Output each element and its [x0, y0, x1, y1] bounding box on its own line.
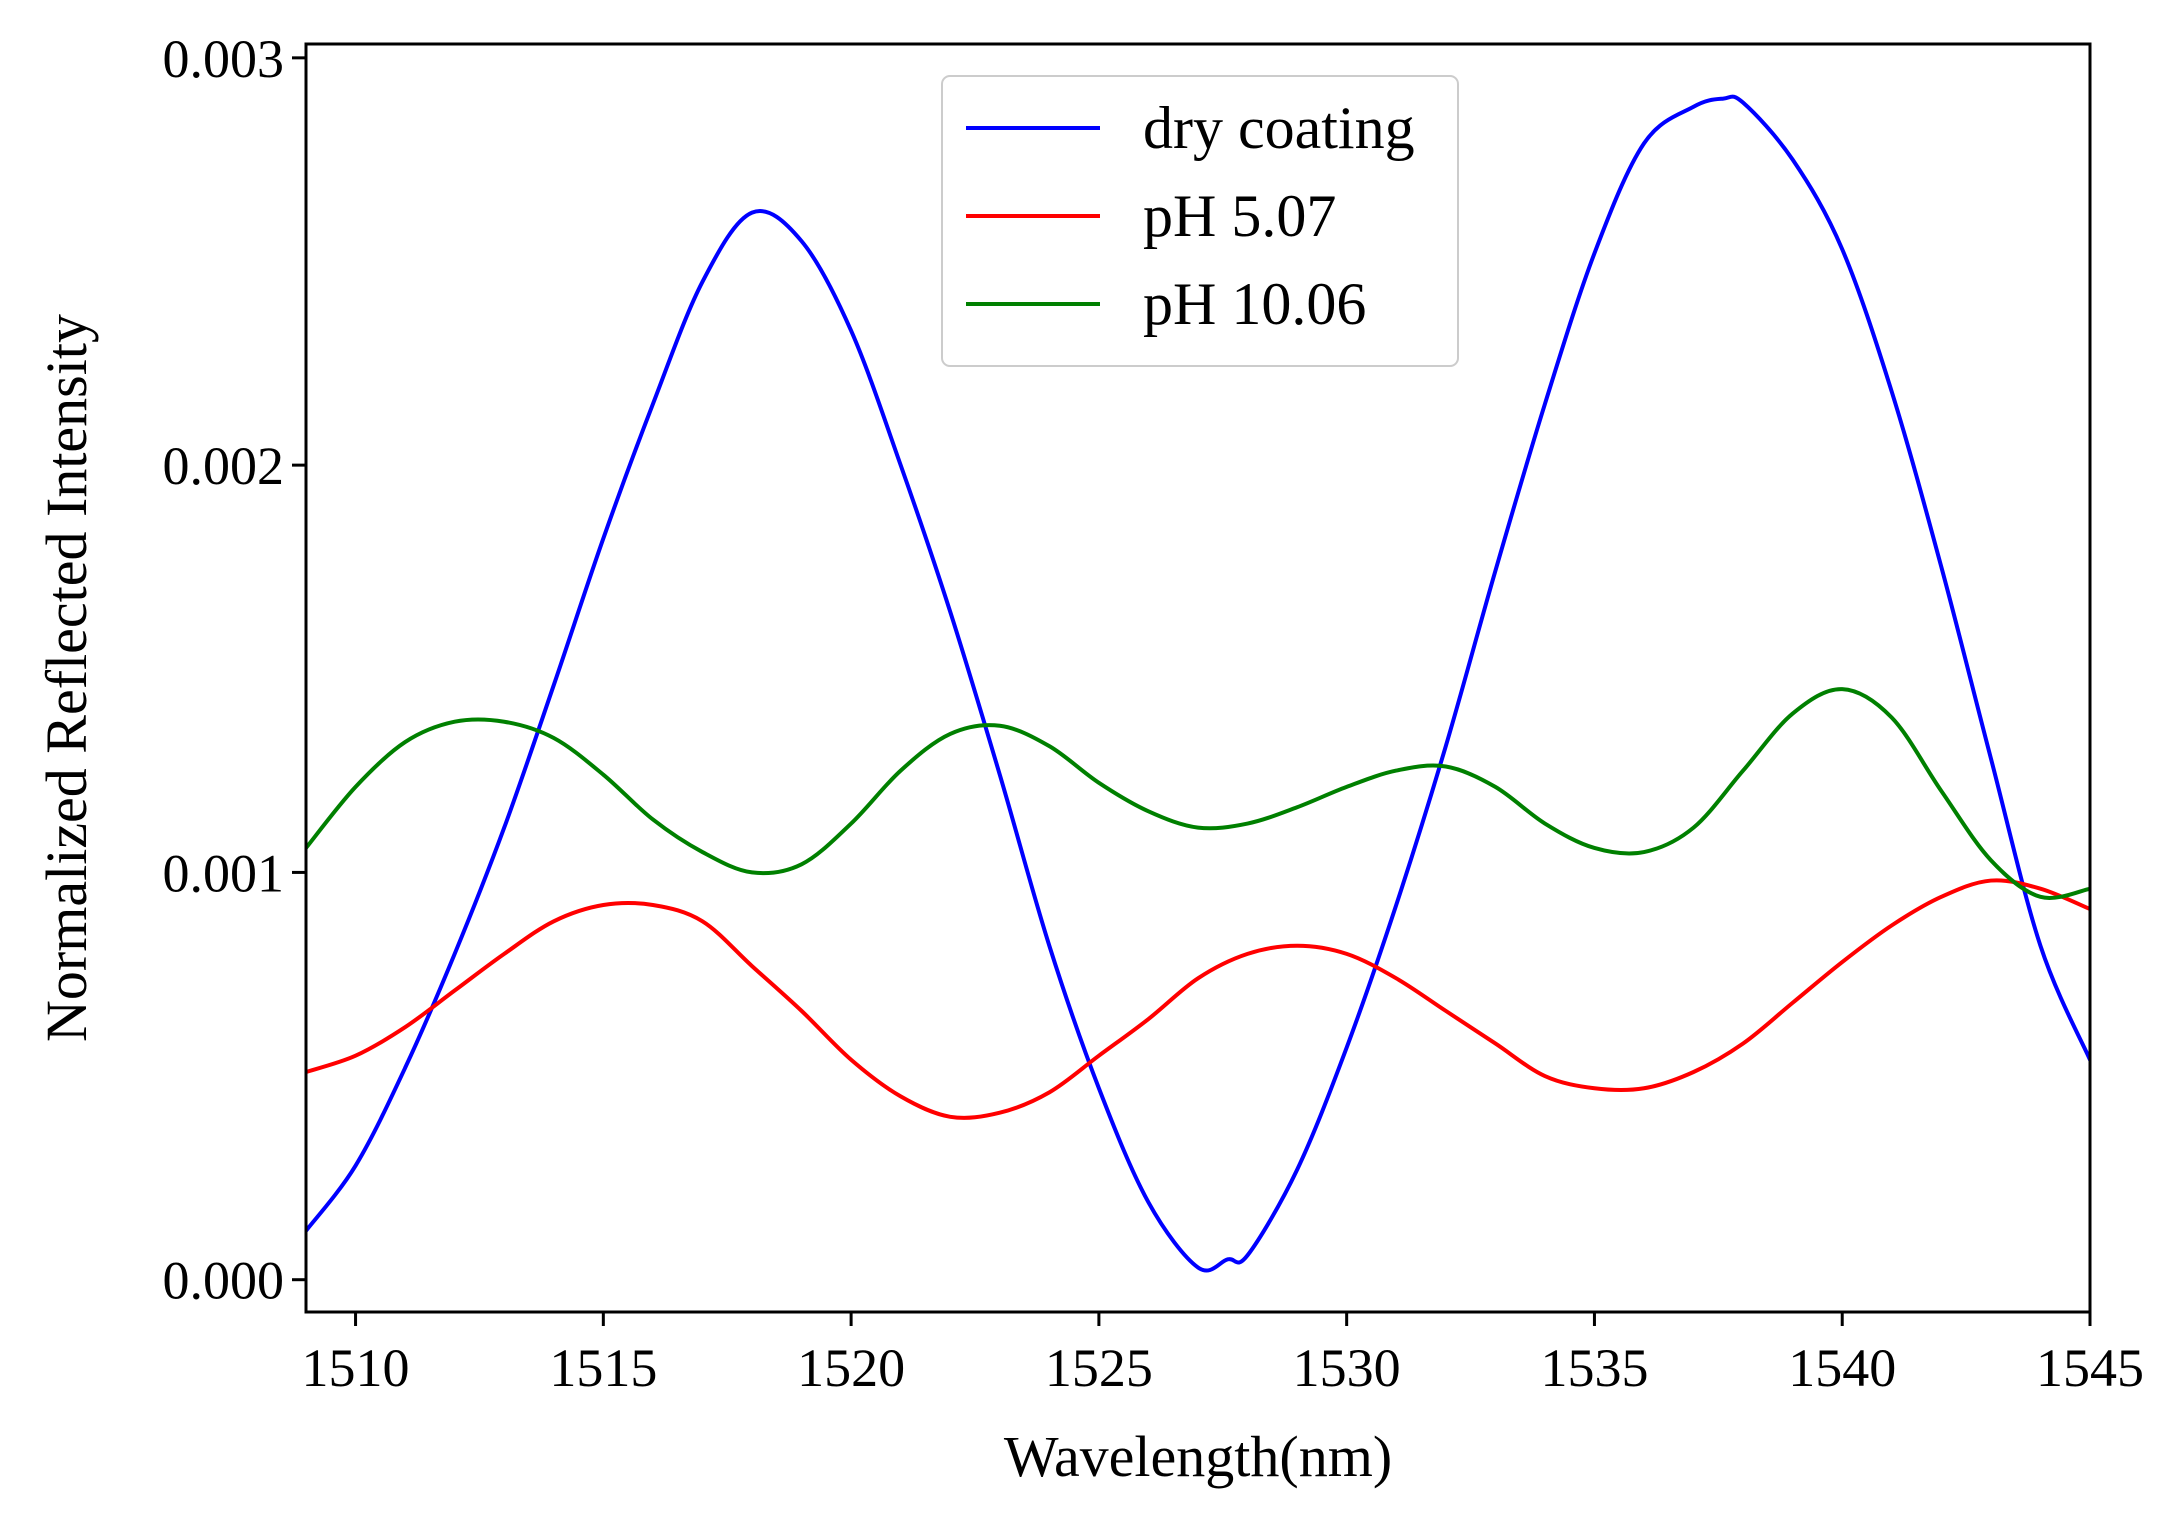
y-tick-label: 0.003 [163, 29, 285, 89]
legend: dry coating pH 5.07 pH 10.06 [941, 75, 1459, 367]
series-layer [306, 94, 2090, 1273]
tick-layer: 1510 1515 1520 1525 1530 1535 1540 1545 0.000 0.0… [163, 29, 2145, 1398]
legend-label-1: dry coating [1143, 95, 1415, 161]
legend-label-3: pH 10.06 [1143, 271, 1366, 337]
x-tick-label: 1535 [1540, 1338, 1648, 1398]
y-axis-title: Normalized Reflected Intensity [34, 314, 99, 1042]
x-tick-label: 1520 [797, 1338, 905, 1398]
y-tick-label: 0.002 [163, 436, 285, 496]
y-tick-label: 0.001 [163, 843, 285, 903]
x-tick-label: 1525 [1045, 1338, 1153, 1398]
x-tick-label: 1530 [1293, 1338, 1401, 1398]
y-tick-label: 0.000 [163, 1251, 285, 1311]
legend-frame [941, 75, 1459, 367]
x-tick-label: 1515 [549, 1338, 657, 1398]
x-tick-label: 1545 [2036, 1338, 2144, 1398]
legend-label-2: pH 5.07 [1143, 183, 1336, 249]
series-line-3 [306, 687, 2090, 900]
plot-frame [304, 42, 2092, 1314]
series-line-1 [306, 94, 2090, 1273]
x-axis-title: Wavelength(nm) [1004, 1424, 1392, 1489]
x-tick-label: 1510 [302, 1338, 410, 1398]
series-line-2 [306, 878, 2090, 1120]
x-tick-label: 1540 [1788, 1338, 1896, 1398]
